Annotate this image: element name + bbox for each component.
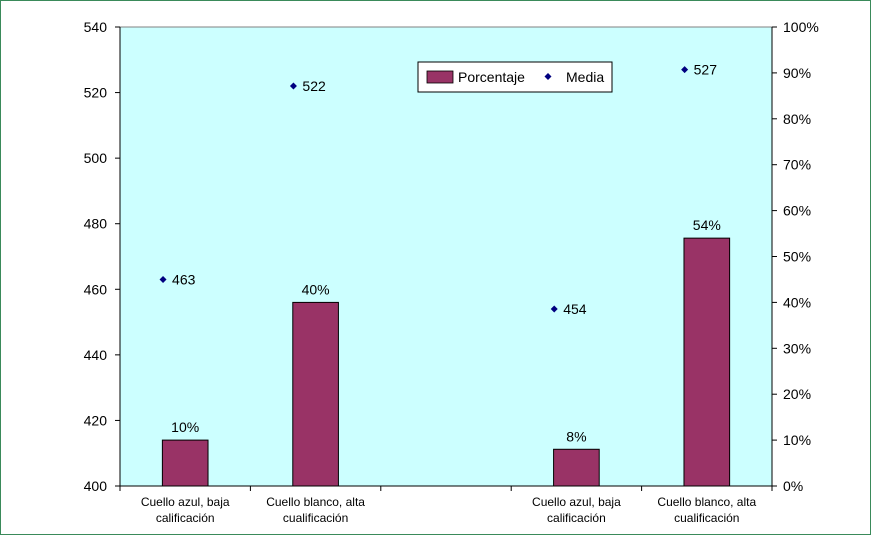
- bar: [161, 439, 209, 487]
- right-tick-label: 70%: [783, 157, 811, 173]
- left-tick-label: 440: [84, 347, 108, 363]
- bar-data-label: 10%: [171, 419, 199, 435]
- data-point: [159, 275, 167, 283]
- category-label: Cuello blanco, alta: [657, 495, 756, 509]
- left-tick-label: 520: [84, 85, 108, 101]
- right-y-axis: 0% 10% 20% 30% 40% 50% 60% 70% 80% 90% 100%: [771, 19, 819, 494]
- point-data-label: 527: [694, 62, 718, 78]
- bar-data-label: 8%: [566, 428, 586, 444]
- point-data-label: 463: [172, 271, 196, 287]
- right-tick-label: 50%: [783, 249, 811, 265]
- category-label: cualificación: [283, 511, 348, 525]
- legend: Porcentaje Media: [417, 61, 613, 93]
- right-tick-label: 40%: [783, 294, 811, 310]
- x-axis: Cuello azul, baja calificación Cuello blan…: [119, 485, 773, 525]
- data-point: [681, 66, 689, 74]
- bar: [553, 448, 600, 487]
- bar-data-label: 54%: [693, 217, 721, 233]
- legend-label-point: Media: [566, 69, 604, 85]
- point-data-label: 454: [563, 301, 587, 317]
- category-label: Cuello blanco, alta: [266, 495, 365, 509]
- category-label: calificación: [156, 511, 215, 525]
- right-tick-label: 20%: [783, 386, 811, 402]
- right-tick-label: 60%: [783, 203, 811, 219]
- left-tick-label: 540: [84, 19, 108, 35]
- legend-swatch-point: [544, 73, 552, 80]
- right-tick-label: 100%: [783, 19, 819, 35]
- data-point: [550, 305, 558, 313]
- left-tick-label: 400: [84, 478, 108, 494]
- left-y-axis: 400 420 440 460 480 500 520 540: [84, 19, 121, 494]
- scatter-series: 463 522 454 527: [159, 62, 718, 317]
- category-label: Cuello azul, baja: [532, 495, 621, 509]
- left-tick-label: 500: [84, 150, 108, 166]
- right-tick-label: 0%: [783, 478, 803, 494]
- category-label: Cuello azul, baja: [141, 495, 230, 509]
- plot-area: [119, 26, 773, 487]
- point-data-label: 522: [302, 78, 326, 94]
- left-tick-label: 460: [84, 281, 108, 297]
- bar: [292, 301, 339, 487]
- bar-data-label: 40%: [302, 281, 330, 297]
- right-tick-label: 30%: [783, 340, 811, 356]
- legend-swatch-bar: [426, 70, 454, 84]
- left-tick-label: 480: [84, 216, 108, 232]
- data-point: [289, 82, 297, 90]
- right-tick-label: 90%: [783, 65, 811, 81]
- legend-label-bar: Porcentaje: [458, 69, 525, 85]
- category-label: cualificación: [674, 511, 739, 525]
- right-tick-label: 10%: [783, 432, 811, 448]
- right-tick-label: 80%: [783, 111, 811, 127]
- category-label: calificación: [547, 511, 606, 525]
- bar-series: 10% 40% 8% 54%: [161, 217, 731, 487]
- bar: [683, 237, 731, 487]
- left-tick-label: 420: [84, 412, 108, 428]
